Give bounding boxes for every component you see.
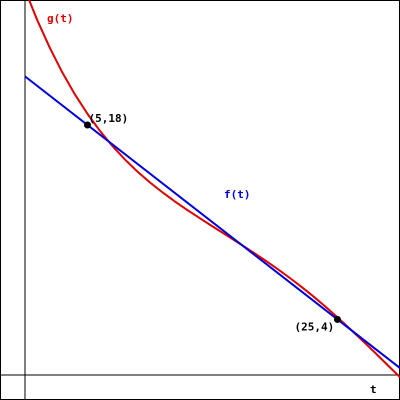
point-layer: (5,18) (25,4) [84, 112, 341, 333]
intersection-point [334, 315, 341, 323]
series-label-f: f(t) [224, 188, 251, 201]
x-axis-label: t [370, 383, 377, 396]
point-label: (5,18) [89, 112, 129, 125]
point-label: (25,4) [295, 320, 335, 333]
series-label-g: g(t) [47, 12, 74, 25]
intersection-point [84, 121, 91, 129]
